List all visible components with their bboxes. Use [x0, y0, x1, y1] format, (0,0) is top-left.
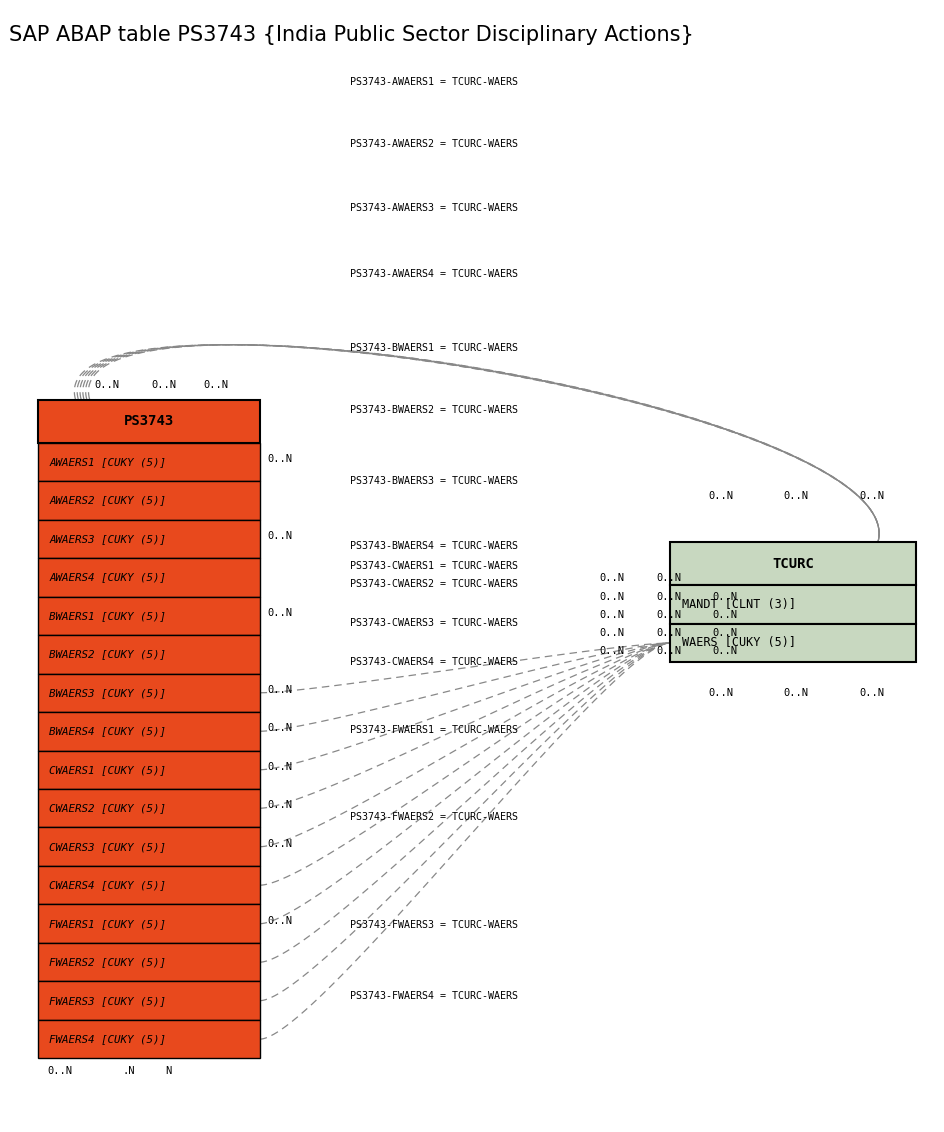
Text: 0..N: 0..N	[713, 646, 737, 657]
Text: BWAERS2 [CUKY (5)]: BWAERS2 [CUKY (5)]	[49, 650, 166, 659]
FancyBboxPatch shape	[38, 400, 260, 443]
Text: PS3743-CWAERS2 = TCURC-WAERS: PS3743-CWAERS2 = TCURC-WAERS	[350, 580, 518, 589]
FancyBboxPatch shape	[670, 624, 916, 662]
Text: MANDT [CLNT (3)]: MANDT [CLNT (3)]	[682, 598, 796, 611]
Text: AWAERS3 [CUKY (5)]: AWAERS3 [CUKY (5)]	[49, 534, 166, 543]
Text: PS3743-BWAERS3 = TCURC-WAERS: PS3743-BWAERS3 = TCURC-WAERS	[350, 477, 518, 486]
Text: BWAERS1 [CUKY (5)]: BWAERS1 [CUKY (5)]	[49, 611, 166, 620]
FancyBboxPatch shape	[670, 542, 916, 585]
Text: 0..N: 0..N	[656, 610, 681, 620]
Text: FWAERS4 [CUKY (5)]: FWAERS4 [CUKY (5)]	[49, 1035, 166, 1044]
Text: BWAERS4 [CUKY (5)]: BWAERS4 [CUKY (5)]	[49, 727, 166, 736]
FancyBboxPatch shape	[38, 443, 260, 481]
Text: 0..N: 0..N	[599, 628, 624, 638]
FancyBboxPatch shape	[38, 866, 260, 904]
FancyBboxPatch shape	[670, 585, 916, 624]
Text: 0..N: 0..N	[656, 646, 681, 657]
Text: CWAERS1 [CUKY (5)]: CWAERS1 [CUKY (5)]	[49, 765, 166, 774]
Text: 0..N: 0..N	[267, 454, 292, 464]
Text: 0..N: 0..N	[94, 380, 119, 391]
Text: CWAERS3 [CUKY (5)]: CWAERS3 [CUKY (5)]	[49, 842, 166, 851]
Text: PS3743-BWAERS2 = TCURC-WAERS: PS3743-BWAERS2 = TCURC-WAERS	[350, 405, 518, 414]
Text: 0..N: 0..N	[713, 592, 737, 602]
Text: 0..N: 0..N	[47, 1066, 72, 1077]
Text: AWAERS1 [CUKY (5)]: AWAERS1 [CUKY (5)]	[49, 457, 166, 466]
Text: AWAERS2 [CUKY (5)]: AWAERS2 [CUKY (5)]	[49, 496, 166, 505]
Text: N: N	[165, 1066, 172, 1077]
Text: 0..N: 0..N	[599, 646, 624, 657]
Text: 0..N: 0..N	[599, 610, 624, 620]
Text: CWAERS4 [CUKY (5)]: CWAERS4 [CUKY (5)]	[49, 881, 166, 890]
Text: 0..N: 0..N	[656, 592, 681, 602]
Text: 0..N: 0..N	[267, 608, 292, 618]
Text: PS3743-AWAERS2 = TCURC-WAERS: PS3743-AWAERS2 = TCURC-WAERS	[350, 139, 518, 148]
Text: 0..N: 0..N	[267, 531, 292, 541]
Text: 0..N: 0..N	[267, 762, 292, 772]
FancyBboxPatch shape	[38, 789, 260, 827]
FancyBboxPatch shape	[38, 558, 260, 597]
Text: PS3743-BWAERS4 = TCURC-WAERS: PS3743-BWAERS4 = TCURC-WAERS	[350, 541, 518, 550]
Text: PS3743-FWAERS2 = TCURC-WAERS: PS3743-FWAERS2 = TCURC-WAERS	[350, 813, 518, 822]
Text: 0..N: 0..N	[599, 592, 624, 602]
Text: WAERS [CUKY (5)]: WAERS [CUKY (5)]	[682, 636, 796, 650]
Text: 0..N: 0..N	[599, 573, 624, 583]
Text: PS3743-BWAERS1 = TCURC-WAERS: PS3743-BWAERS1 = TCURC-WAERS	[350, 343, 518, 352]
Text: 0..N: 0..N	[656, 628, 681, 638]
Text: PS3743-AWAERS3 = TCURC-WAERS: PS3743-AWAERS3 = TCURC-WAERS	[350, 204, 518, 213]
Text: 0..N: 0..N	[267, 839, 292, 849]
Text: 0..N: 0..N	[267, 685, 292, 695]
Text: 0..N: 0..N	[203, 380, 228, 391]
FancyBboxPatch shape	[38, 597, 260, 635]
Text: AWAERS4 [CUKY (5)]: AWAERS4 [CUKY (5)]	[49, 573, 166, 582]
FancyBboxPatch shape	[38, 674, 260, 712]
FancyBboxPatch shape	[38, 1020, 260, 1058]
Text: CWAERS2 [CUKY (5)]: CWAERS2 [CUKY (5)]	[49, 804, 166, 813]
FancyBboxPatch shape	[38, 827, 260, 866]
Text: PS3743-FWAERS3 = TCURC-WAERS: PS3743-FWAERS3 = TCURC-WAERS	[350, 920, 518, 929]
FancyBboxPatch shape	[38, 712, 260, 751]
Text: TCURC: TCURC	[772, 557, 814, 571]
Text: 0..N: 0..N	[267, 916, 292, 926]
Text: PS3743-AWAERS1 = TCURC-WAERS: PS3743-AWAERS1 = TCURC-WAERS	[350, 77, 518, 86]
FancyBboxPatch shape	[38, 981, 260, 1020]
Text: 0..N: 0..N	[708, 491, 733, 501]
FancyBboxPatch shape	[38, 943, 260, 981]
Text: 0..N: 0..N	[859, 688, 884, 698]
Text: PS3743-FWAERS1 = TCURC-WAERS: PS3743-FWAERS1 = TCURC-WAERS	[350, 726, 518, 735]
Text: PS3743: PS3743	[124, 414, 174, 428]
Text: .N: .N	[123, 1066, 135, 1077]
Text: 0..N: 0..N	[784, 491, 808, 501]
FancyBboxPatch shape	[38, 904, 260, 943]
Text: FWAERS3 [CUKY (5)]: FWAERS3 [CUKY (5)]	[49, 996, 166, 1005]
Text: PS3743-CWAERS4 = TCURC-WAERS: PS3743-CWAERS4 = TCURC-WAERS	[350, 658, 518, 667]
Text: 0..N: 0..N	[784, 688, 808, 698]
Text: 0..N: 0..N	[713, 628, 737, 638]
Text: BWAERS3 [CUKY (5)]: BWAERS3 [CUKY (5)]	[49, 688, 166, 697]
Text: 0..N: 0..N	[151, 380, 176, 391]
Text: 0..N: 0..N	[267, 723, 292, 734]
Text: 0..N: 0..N	[859, 491, 884, 501]
Text: PS3743-CWAERS3 = TCURC-WAERS: PS3743-CWAERS3 = TCURC-WAERS	[350, 618, 518, 627]
Text: FWAERS1 [CUKY (5)]: FWAERS1 [CUKY (5)]	[49, 919, 166, 928]
Text: 0..N: 0..N	[713, 610, 737, 620]
FancyBboxPatch shape	[38, 635, 260, 674]
Text: PS3743-CWAERS1 = TCURC-WAERS: PS3743-CWAERS1 = TCURC-WAERS	[350, 561, 518, 571]
Text: FWAERS2 [CUKY (5)]: FWAERS2 [CUKY (5)]	[49, 958, 166, 967]
Text: SAP ABAP table PS3743 {India Public Sector Disciplinary Actions}: SAP ABAP table PS3743 {India Public Sect…	[9, 25, 694, 45]
Text: PS3743-AWAERS4 = TCURC-WAERS: PS3743-AWAERS4 = TCURC-WAERS	[350, 269, 518, 278]
Text: 0..N: 0..N	[708, 688, 733, 698]
FancyBboxPatch shape	[38, 751, 260, 789]
Text: 0..N: 0..N	[267, 800, 292, 811]
Text: 0..N: 0..N	[656, 573, 681, 583]
Text: PS3743-FWAERS4 = TCURC-WAERS: PS3743-FWAERS4 = TCURC-WAERS	[350, 992, 518, 1001]
FancyBboxPatch shape	[38, 520, 260, 558]
FancyBboxPatch shape	[38, 481, 260, 520]
